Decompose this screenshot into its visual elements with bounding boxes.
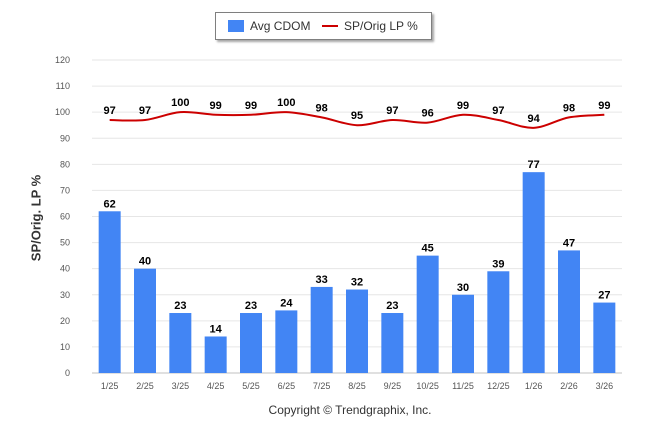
bar[interactable] [169, 313, 192, 373]
y-tick-label: 50 [60, 238, 70, 248]
y-axis-title: SP/Orig. LP % [28, 174, 44, 262]
legend-item-line[interactable]: SP/Orig LP % [322, 19, 418, 33]
bar-value-label: 32 [351, 277, 363, 289]
y-tick-label: 100 [55, 107, 70, 117]
line-value-label: 99 [210, 100, 222, 112]
legend-item-bar[interactable]: Avg CDOM [228, 19, 310, 33]
legend-line-swatch [322, 25, 338, 27]
line-value-label: 98 [563, 102, 575, 114]
y-axis-ticks: 0 10 20 30 40 50 60 70 80 90 100 110 120 [55, 55, 70, 378]
bar[interactable] [346, 289, 368, 373]
line-value-label: 97 [492, 105, 504, 117]
bar-value-label: 62 [104, 198, 116, 210]
line-value-label: 99 [598, 100, 610, 112]
bar[interactable] [310, 286, 333, 373]
line-value-label: 97 [104, 105, 116, 117]
bar[interactable] [240, 313, 262, 373]
line-value-label: 99 [245, 100, 257, 112]
legend-line-label: SP/Orig LP % [344, 19, 418, 33]
line-value-label: 95 [351, 110, 363, 122]
bar-value-label: 47 [563, 237, 575, 249]
x-tick-label: 2/25 [136, 381, 154, 391]
x-tick-label: 9/25 [384, 381, 402, 391]
y-tick-label: 60 [60, 212, 70, 222]
y-tick-label: 110 [56, 81, 70, 91]
x-tick-label: 4/25 [207, 381, 225, 391]
bar[interactable] [381, 313, 404, 373]
bar[interactable] [487, 271, 510, 373]
x-tick-label: 7/25 [313, 381, 331, 391]
line-value-label: 97 [386, 105, 398, 117]
y-tick-label: 70 [60, 185, 70, 195]
bar-value-label: 30 [457, 282, 469, 294]
x-tick-label: 1/25 [101, 381, 119, 391]
bar-value-label: 23 [386, 300, 398, 312]
x-tick-label: 5/25 [242, 381, 260, 391]
y-tick-label: 120 [55, 55, 70, 65]
x-tick-label: 8/25 [348, 381, 366, 391]
legend-bar-swatch [228, 20, 244, 32]
y-tick-label: 20 [60, 316, 70, 326]
x-tick-label: 1/26 [525, 381, 543, 391]
bar[interactable] [593, 302, 616, 373]
bar[interactable] [134, 268, 156, 373]
legend: Avg CDOM SP/Orig LP % [215, 12, 432, 40]
bar-value-label: 14 [210, 323, 223, 335]
line-series [109, 111, 605, 129]
bar-value-label: 27 [598, 290, 610, 302]
x-axis-ticks: 1/25 2/25 3/25 4/25 5/25 6/25 7/25 8/25 9/25 10/2… [101, 381, 613, 391]
x-tick-label: 3/26 [596, 381, 614, 391]
x-tick-label: 6/25 [278, 381, 296, 391]
line-path[interactable] [109, 111, 605, 129]
bar[interactable] [98, 211, 121, 373]
bar-value-label: 23 [245, 300, 257, 312]
x-tick-label: 2/26 [560, 381, 578, 391]
line-value-label: 97 [139, 105, 151, 117]
y-tick-label: 0 [65, 368, 70, 378]
line-value-label: 100 [171, 97, 189, 109]
bar-value-label: 24 [280, 297, 293, 309]
bar-value-label: 39 [492, 258, 504, 270]
line-value-label: 100 [277, 97, 295, 109]
x-tick-label: 11/25 [452, 381, 474, 391]
x-tick-label: 12/25 [487, 381, 510, 391]
legend-bar-label: Avg CDOM [250, 19, 311, 33]
y-tick-label: 90 [60, 133, 70, 143]
bar-value-label: 23 [174, 300, 186, 312]
line-value-label: 98 [316, 102, 328, 114]
y-tick-label: 40 [60, 264, 70, 274]
bar[interactable] [558, 250, 580, 373]
bar[interactable] [275, 310, 298, 373]
y-tick-label: 30 [60, 290, 70, 300]
x-tick-label: 3/25 [172, 381, 190, 391]
bar[interactable] [204, 336, 227, 373]
bar[interactable] [416, 255, 439, 373]
line-value-label: 99 [457, 100, 469, 112]
data-labels: 62 40 23 14 23 24 33 32 23 45 30 39 77 47 27 97 97 100 99 9… [104, 97, 611, 335]
copyright-text: Copyright © Trendgraphix, Inc. [268, 403, 432, 417]
bar-value-label: 40 [139, 256, 151, 268]
bar-series [98, 172, 616, 373]
y-tick-label: 10 [60, 342, 70, 352]
bar[interactable] [522, 172, 545, 373]
line-value-label: 94 [528, 113, 541, 125]
bar[interactable] [452, 294, 474, 373]
x-tick-label: 10/25 [416, 381, 439, 391]
y-tick-label: 80 [60, 159, 70, 169]
line-value-label: 96 [422, 108, 434, 120]
bar-value-label: 45 [422, 243, 434, 255]
bar-value-label: 33 [316, 274, 328, 286]
bar-value-label: 77 [528, 159, 540, 171]
